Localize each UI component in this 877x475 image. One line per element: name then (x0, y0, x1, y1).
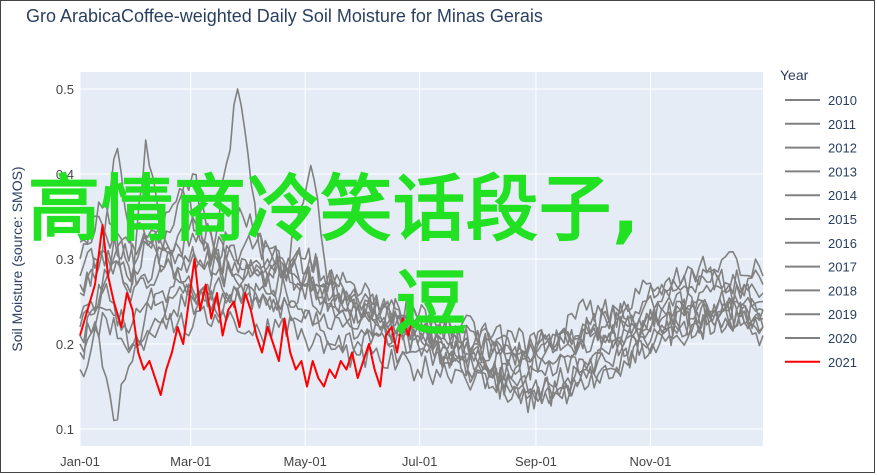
legend-label: 2015 (828, 212, 857, 227)
y-tick-label: 0.3 (56, 252, 74, 267)
legend-item-2014[interactable]: 2014 (785, 188, 857, 203)
y-axis-ticks: 0.1 0.2 0.3 0.4 0.5 (56, 82, 74, 437)
y-tick-label: 0.2 (56, 337, 74, 352)
legend-label: 2014 (828, 188, 857, 203)
legend-label: 2012 (828, 141, 857, 156)
x-tick-label: Nov-01 (629, 454, 671, 469)
legend-item-2016[interactable]: 2016 (785, 236, 857, 251)
legend-label: 2011 (828, 117, 856, 132)
legend[interactable]: 2010 2011 2012 2013 2014 2015 2016 2017 2018 2019… (785, 93, 857, 370)
series-lines (79, 88, 764, 422)
x-tick-label: Mar-01 (170, 454, 211, 469)
legend-title: Year (780, 67, 809, 83)
series-line-2020 (79, 215, 764, 358)
series-line-2021 (79, 224, 414, 396)
series-line-2011 (79, 88, 764, 362)
series-line-2019 (79, 305, 764, 403)
x-axis-ticks: Jan-01 Mar-01 May-01 Jul-01 Sep-01 Nov-01 (60, 454, 671, 469)
series-line-2017 (79, 164, 764, 410)
legend-item-2020[interactable]: 2020 (785, 331, 857, 346)
series-line-2015 (79, 283, 764, 422)
legend-label: 2010 (828, 93, 857, 108)
legend-item-2012[interactable]: 2012 (785, 141, 857, 156)
legend-label: 2021 (828, 355, 857, 370)
legend-item-2010[interactable]: 2010 (785, 93, 857, 108)
legend-label: 2017 (828, 260, 857, 275)
legend-item-2013[interactable]: 2013 (785, 164, 857, 179)
y-axis-label: Soil Moisture (source: SMOS) (9, 166, 25, 351)
x-tick-label: Jul-01 (402, 454, 437, 469)
series-line-2010 (79, 139, 764, 362)
legend-item-2018[interactable]: 2018 (785, 283, 857, 298)
legend-item-2019[interactable]: 2019 (785, 307, 857, 322)
series-line-2018 (79, 233, 764, 366)
legend-label: 2020 (828, 331, 857, 346)
legend-label: 2013 (828, 164, 857, 179)
legend-label: 2018 (828, 283, 857, 298)
series-line-2012 (79, 173, 764, 381)
legend-item-2021[interactable]: 2021 (785, 355, 857, 370)
legend-item-2015[interactable]: 2015 (785, 212, 857, 227)
y-tick-label: 0.5 (56, 82, 74, 97)
legend-label: 2019 (828, 307, 857, 322)
legend-item-2017[interactable]: 2017 (785, 260, 857, 275)
chart-title: Gro ArabicaCoffee-weighted Daily Soil Mo… (26, 6, 543, 26)
x-tick-label: May-01 (283, 454, 326, 469)
y-tick-label: 0.4 (56, 167, 74, 182)
x-tick-label: Sep-01 (515, 454, 557, 469)
legend-item-2011[interactable]: 2011 (785, 117, 856, 132)
legend-label: 2016 (828, 236, 857, 251)
x-tick-label: Jan-01 (60, 454, 100, 469)
y-tick-label: 0.1 (56, 422, 74, 437)
